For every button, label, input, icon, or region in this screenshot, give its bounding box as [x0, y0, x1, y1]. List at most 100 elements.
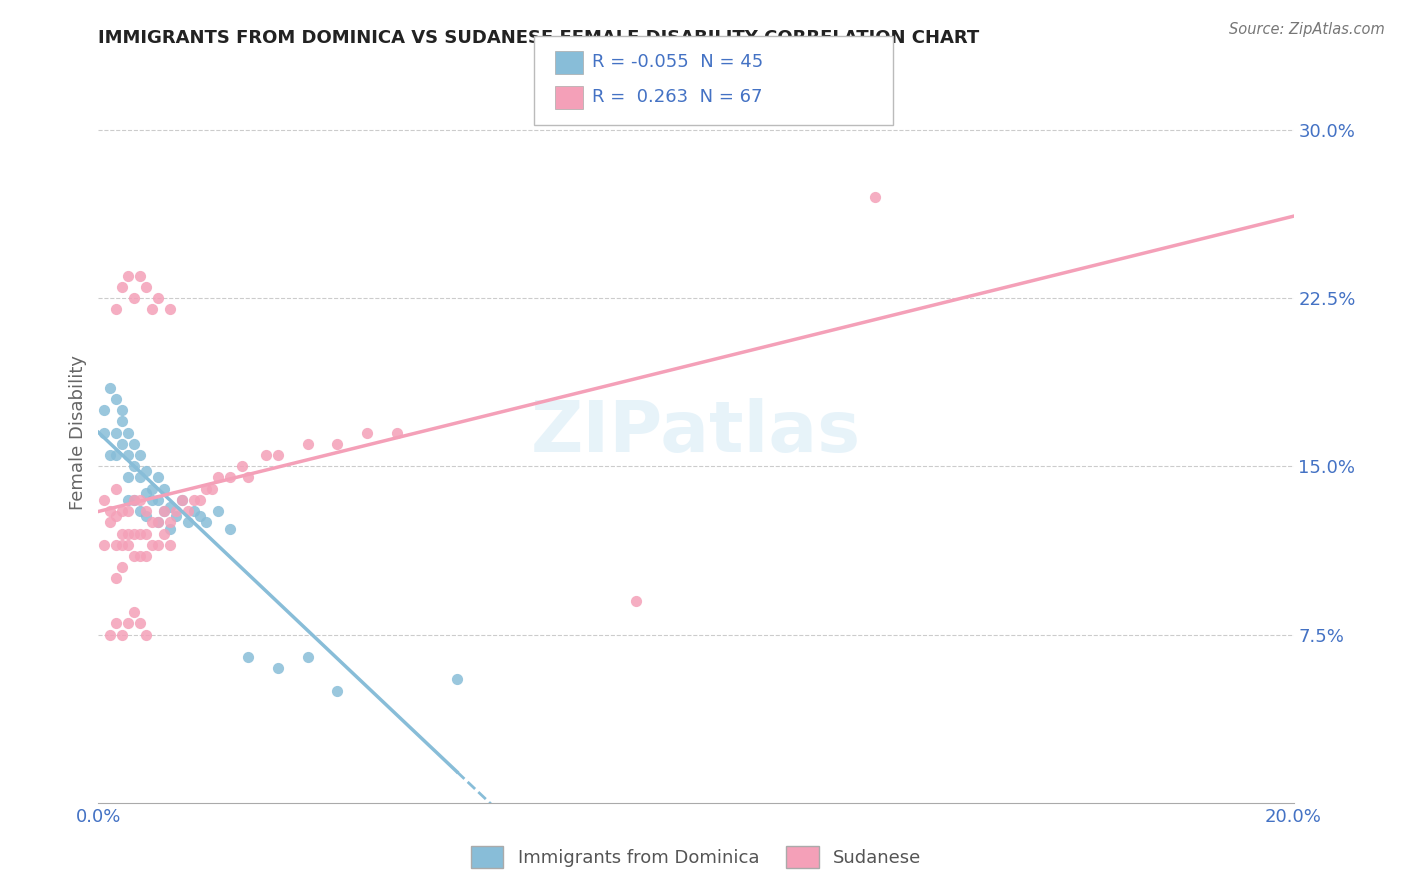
Point — [865, 190, 887, 204]
Point — [129, 448, 152, 462]
Point — [93, 425, 115, 440]
Point — [159, 302, 181, 317]
Point — [105, 302, 128, 317]
Point — [105, 448, 128, 462]
Point — [207, 504, 229, 518]
Point — [141, 516, 163, 530]
Point — [124, 459, 146, 474]
Point — [111, 414, 134, 428]
Point — [188, 492, 211, 507]
Point — [183, 492, 205, 507]
Point — [188, 508, 211, 523]
Point — [626, 594, 648, 608]
Point — [172, 492, 194, 507]
Point — [153, 526, 176, 541]
Point — [165, 508, 187, 523]
Point — [183, 504, 205, 518]
Point — [195, 482, 218, 496]
Point — [129, 492, 152, 507]
Point — [148, 470, 170, 484]
Point — [105, 571, 128, 585]
Point — [129, 470, 152, 484]
Point — [129, 616, 152, 631]
Point — [111, 437, 134, 451]
Point — [153, 482, 176, 496]
Point — [135, 486, 157, 500]
Point — [129, 526, 152, 541]
Point — [267, 448, 290, 462]
Point — [141, 538, 163, 552]
Point — [135, 508, 157, 523]
Point — [148, 538, 170, 552]
Point — [254, 448, 277, 462]
Point — [105, 508, 128, 523]
Point — [219, 470, 242, 484]
Point — [117, 616, 139, 631]
Point — [153, 504, 176, 518]
Point — [159, 522, 181, 536]
Point — [98, 448, 122, 462]
Point — [207, 470, 229, 484]
Point — [117, 538, 139, 552]
Point — [356, 425, 378, 440]
Point — [105, 392, 128, 406]
Point — [236, 470, 259, 484]
Point — [267, 661, 290, 675]
Point — [177, 516, 200, 530]
Point — [98, 381, 122, 395]
Point — [148, 291, 170, 305]
Point — [148, 492, 170, 507]
Point — [135, 526, 157, 541]
Text: Source: ZipAtlas.com: Source: ZipAtlas.com — [1229, 22, 1385, 37]
Point — [111, 538, 134, 552]
Point — [446, 673, 468, 687]
Point — [117, 492, 139, 507]
Point — [98, 516, 122, 530]
Point — [135, 627, 157, 641]
Point — [93, 492, 115, 507]
Point — [141, 302, 163, 317]
Point — [201, 482, 224, 496]
Point — [124, 492, 146, 507]
Point — [124, 492, 146, 507]
Point — [98, 504, 122, 518]
Point — [105, 482, 128, 496]
Point — [93, 403, 115, 417]
Point — [124, 437, 146, 451]
Point — [117, 268, 139, 283]
Point — [148, 516, 170, 530]
Point — [98, 627, 122, 641]
Y-axis label: Female Disability: Female Disability — [69, 355, 87, 510]
Point — [159, 500, 181, 514]
Point — [297, 437, 319, 451]
Point — [135, 504, 157, 518]
Point — [135, 464, 157, 478]
Point — [111, 403, 134, 417]
Point — [105, 616, 128, 631]
Point — [111, 560, 134, 574]
Point — [124, 526, 146, 541]
Point — [236, 650, 259, 665]
Point — [172, 492, 194, 507]
Point — [124, 549, 146, 563]
Point — [326, 683, 349, 698]
Text: IMMIGRANTS FROM DOMINICA VS SUDANESE FEMALE DISABILITY CORRELATION CHART: IMMIGRANTS FROM DOMINICA VS SUDANESE FEM… — [98, 29, 980, 47]
Point — [111, 280, 134, 294]
Point — [141, 492, 163, 507]
Point — [117, 448, 139, 462]
Point — [117, 504, 139, 518]
Point — [297, 650, 319, 665]
Point — [159, 538, 181, 552]
Point — [117, 526, 139, 541]
Text: R = -0.055  N = 45: R = -0.055 N = 45 — [592, 54, 763, 71]
Point — [135, 549, 157, 563]
Point — [195, 516, 218, 530]
Point — [165, 504, 187, 518]
Text: R =  0.263  N = 67: R = 0.263 N = 67 — [592, 88, 762, 106]
Text: ZIPatlas: ZIPatlas — [531, 398, 860, 467]
Point — [129, 268, 152, 283]
Point — [111, 526, 134, 541]
Point — [159, 516, 181, 530]
Point — [326, 437, 349, 451]
Point — [141, 482, 163, 496]
